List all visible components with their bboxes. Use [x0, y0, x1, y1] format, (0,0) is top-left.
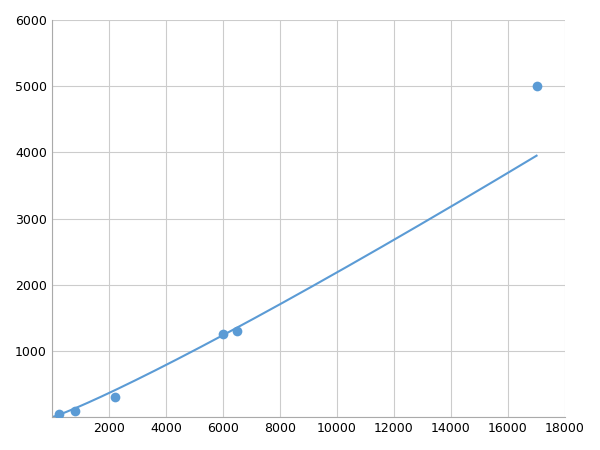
Point [110, 393, 119, 400]
Point [218, 331, 228, 338]
Point [70, 407, 79, 414]
Point [54, 410, 64, 418]
Point [232, 328, 242, 335]
Point [532, 83, 541, 90]
